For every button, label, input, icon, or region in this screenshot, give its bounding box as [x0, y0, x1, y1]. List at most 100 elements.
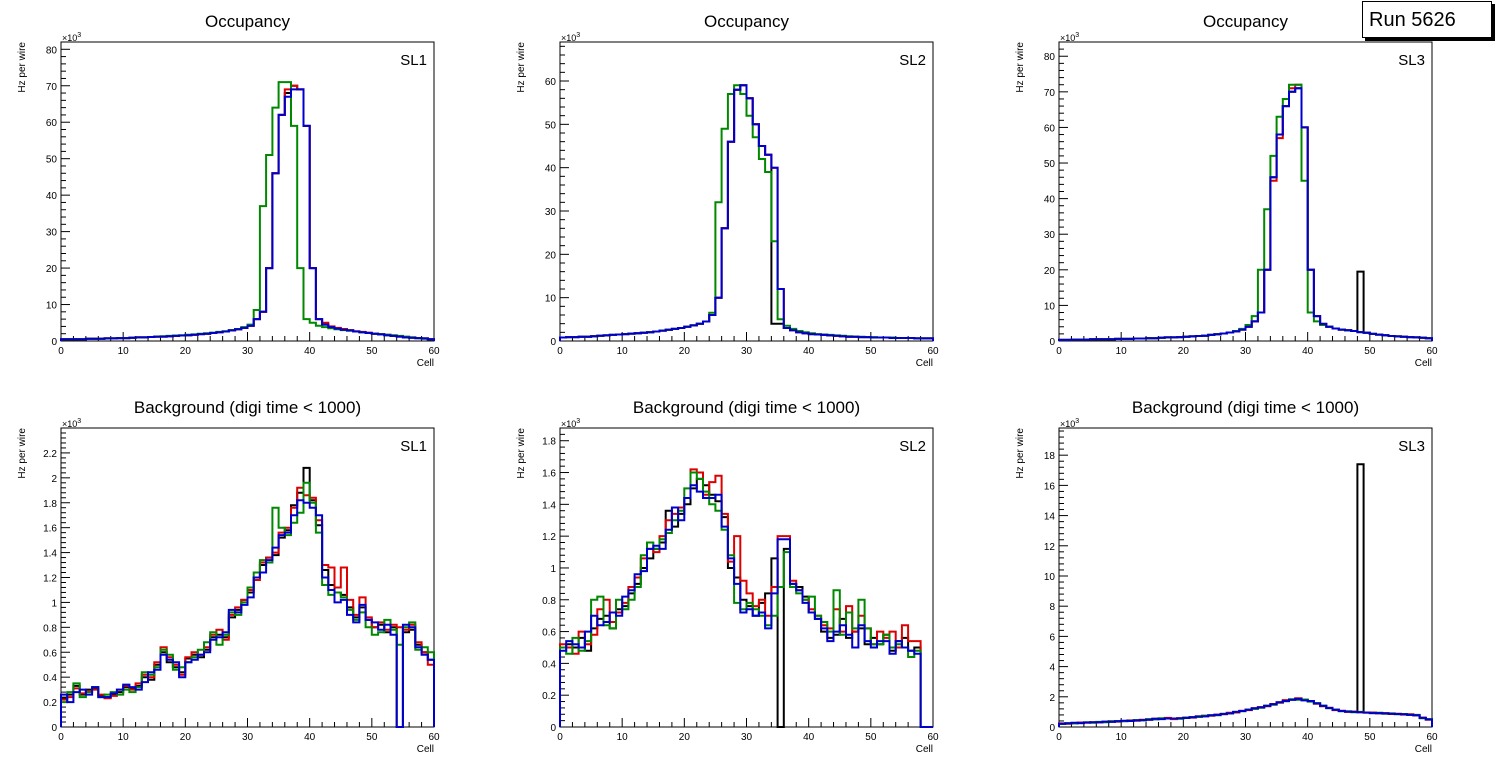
x-tick-label: 30: [1240, 732, 1252, 743]
y-tick-label: 0.8: [542, 596, 556, 607]
y-axis-exponent: ×103: [62, 418, 81, 429]
y-tick-label: 1.4: [542, 500, 556, 511]
y-tick-label: 1.8: [43, 499, 57, 510]
x-axis-label: Cell: [916, 358, 933, 369]
y-tick-label: 40: [1044, 195, 1056, 206]
y-tick-label: 1.2: [542, 532, 556, 543]
x-axis-label: Cell: [1415, 358, 1432, 369]
x-tick-label: 20: [679, 732, 691, 743]
y-tick-label: 0: [550, 723, 556, 734]
x-tick-label: 60: [428, 346, 440, 357]
y-tick-label: 10: [1044, 301, 1056, 312]
y-tick-label: 1: [51, 598, 57, 609]
y-tick-label: 20: [1044, 266, 1056, 277]
x-tick-label: 30: [741, 732, 753, 743]
histogram-series-red: [559, 84, 934, 341]
superlayer-label: SL1: [400, 438, 427, 455]
x-tick-label: 60: [927, 732, 939, 743]
y-tick-label: 0.6: [542, 628, 556, 639]
y-tick-label: 0: [51, 337, 57, 348]
chart-title: Background (digi time < 1000): [1132, 398, 1359, 417]
y-tick-label: 16: [1044, 481, 1056, 492]
x-tick-label: 40: [1302, 732, 1314, 743]
chart-panel-5: Background (digi time < 1000)0 10 20 30 40 50…: [516, 398, 939, 755]
histogram-series-black: [559, 84, 934, 341]
plot-frame: [60, 427, 435, 728]
chart-title: Occupancy: [704, 12, 790, 31]
y-tick-label: 30: [46, 228, 58, 239]
y-axis-exponent: ×103: [561, 418, 580, 429]
x-axis-label: Cell: [417, 744, 434, 755]
y-tick-label: 0: [1049, 337, 1055, 348]
y-tick-label: 0: [550, 337, 556, 348]
x-tick-label: 60: [927, 346, 939, 357]
y-axis-exponent: ×103: [1060, 32, 1079, 43]
x-tick-label: 40: [803, 732, 815, 743]
y-axis-label: Hz per wire: [516, 42, 527, 93]
y-tick-label: 30: [1044, 230, 1056, 241]
x-tick-label: 50: [1364, 732, 1376, 743]
histogram-series-blue: [559, 84, 934, 341]
x-tick-label: 0: [557, 346, 563, 357]
plot-frame: [559, 427, 934, 728]
x-tick-label: 30: [242, 346, 254, 357]
x-tick-label: 0: [1056, 346, 1062, 357]
y-tick-label: 1: [550, 564, 556, 575]
x-tick-label: 60: [1426, 732, 1438, 743]
y-axis-label: Hz per wire: [516, 428, 527, 479]
y-tick-label: 10: [46, 301, 58, 312]
x-tick-label: 50: [366, 346, 378, 357]
histogram-series-red: [1058, 83, 1433, 341]
chart-title: Occupancy: [1203, 12, 1289, 31]
y-tick-label: 4: [1049, 663, 1055, 674]
x-tick-label: 0: [557, 732, 563, 743]
y-tick-label: 18: [1044, 451, 1056, 462]
y-tick-label: 0.4: [542, 659, 556, 670]
y-tick-label: 70: [46, 82, 58, 93]
x-tick-label: 10: [617, 346, 629, 357]
histogram-series-blue: [60, 88, 435, 341]
x-tick-label: 30: [242, 732, 254, 743]
y-tick-label: 80: [46, 45, 58, 56]
histogram-series-black: [1058, 87, 1433, 341]
y-tick-label: 60: [1044, 123, 1056, 134]
x-tick-label: 20: [1178, 732, 1190, 743]
plot-frame: [1058, 41, 1433, 342]
x-axis-label: Cell: [417, 358, 434, 369]
y-tick-label: 0.2: [43, 698, 57, 709]
y-tick-label: 2: [1049, 693, 1055, 704]
x-tick-label: 20: [180, 346, 192, 357]
y-tick-label: 2.2: [43, 449, 57, 460]
histogram-series-blue: [559, 484, 933, 728]
y-tick-label: 10: [545, 294, 557, 305]
y-axis-exponent: ×103: [62, 32, 81, 43]
y-tick-label: 0: [1049, 723, 1055, 734]
histogram-series-green: [60, 481, 435, 727]
histogram-series-red: [559, 468, 933, 728]
superlayer-label: SL1: [400, 52, 427, 69]
plot-frame: [1058, 427, 1433, 728]
x-tick-label: 50: [865, 732, 877, 743]
x-tick-label: 0: [58, 732, 64, 743]
x-tick-label: 10: [118, 732, 130, 743]
run-number-box: Run 5626: [1362, 1, 1492, 38]
x-tick-label: 10: [1116, 732, 1128, 743]
x-tick-label: 50: [865, 346, 877, 357]
x-axis-label: Cell: [916, 744, 933, 755]
x-tick-label: 40: [304, 346, 316, 357]
y-axis-label: Hz per wire: [1015, 42, 1026, 93]
run-number-label: Run 5626: [1369, 9, 1456, 31]
x-tick-label: 40: [1302, 346, 1314, 357]
histogram-series-black: [1058, 463, 1433, 727]
y-tick-label: 20: [545, 250, 557, 261]
y-axis-label: Hz per wire: [1015, 428, 1026, 479]
y-tick-label: 40: [545, 164, 557, 175]
y-tick-label: 60: [46, 118, 58, 129]
y-tick-label: 40: [46, 191, 58, 202]
y-tick-label: 2: [51, 474, 57, 485]
x-tick-label: 20: [180, 732, 192, 743]
x-tick-label: 60: [1426, 346, 1438, 357]
